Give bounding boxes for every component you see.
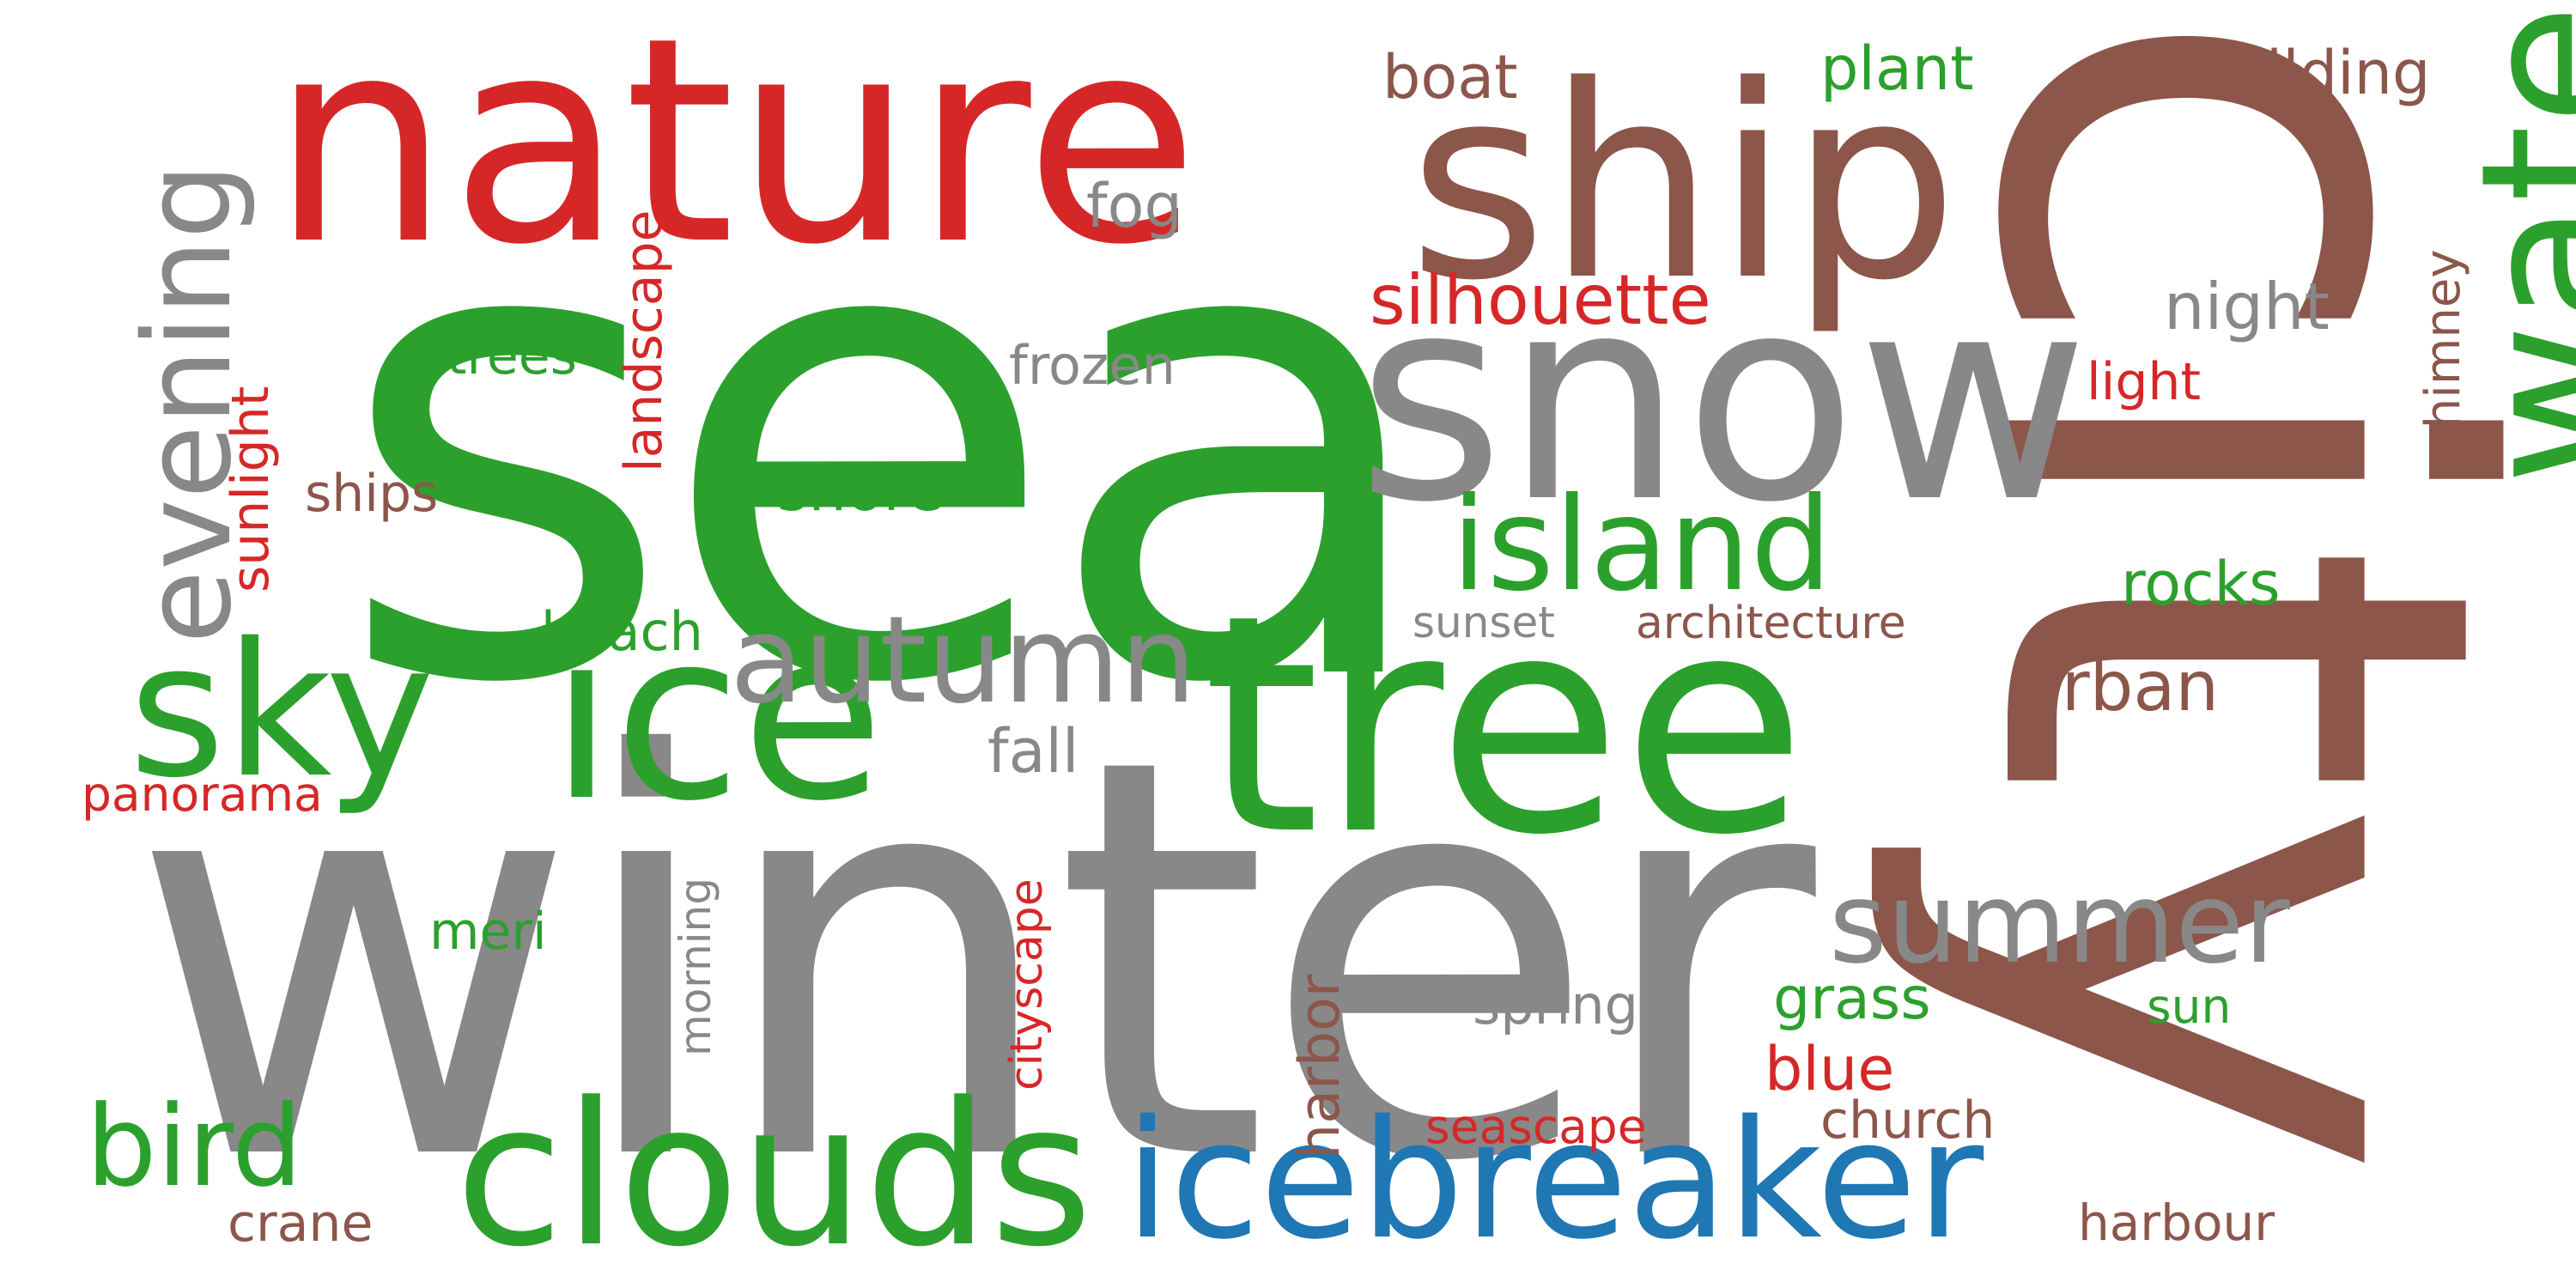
word-bird: bird	[86, 1081, 303, 1212]
word-snow: snow	[1357, 234, 2089, 564]
word-tree: tree	[1202, 550, 1807, 901]
word-meri: meri	[429, 902, 547, 962]
word-water: water	[2439, 0, 2576, 485]
word-church: church	[1820, 1091, 1996, 1151]
word-winter: winter	[129, 641, 1816, 1281]
word-building: building	[2190, 38, 2431, 108]
word-clouds: clouds	[455, 1061, 1093, 1288]
word-sun: sun	[2147, 979, 2232, 1034]
word-light: light	[2087, 352, 2201, 412]
word-trees: trees	[447, 326, 577, 386]
word-sunlight: sunlight	[221, 386, 281, 592]
word-nature: nature	[270, 0, 1200, 307]
word-rocks: rocks	[2121, 549, 2281, 619]
word-sky: sky	[129, 603, 435, 818]
word-ships: ships	[305, 464, 439, 524]
word-blue: blue	[1765, 1034, 1895, 1104]
word-night: night	[2164, 269, 2330, 344]
word-landscape: landscape	[614, 210, 674, 472]
word-chimney: chimney	[2415, 249, 2471, 455]
word-summer: summer	[1829, 858, 2290, 988]
word-island: island	[1451, 471, 1832, 620]
word-autumn: autumn	[730, 591, 1197, 731]
word-grass: grass	[1773, 965, 1931, 1033]
word-urban: urban	[2018, 647, 2220, 726]
word-icebreaker: icebreaker	[1125, 1085, 1984, 1275]
word-harbor: harbor	[1288, 974, 1352, 1159]
word-cityscape: cityscape	[1001, 878, 1053, 1091]
word-sea: sea	[335, 67, 1442, 826]
word-plant: plant	[1820, 33, 1974, 104]
word-fog: fog	[1086, 171, 1182, 241]
word-sunset: sunset	[1413, 598, 1555, 647]
word-silhouette: silhouette	[1370, 260, 1711, 340]
word-frozen: frozen	[1009, 334, 1176, 397]
word-spring: spring	[1473, 974, 1639, 1036]
word-architecture: architecture	[1636, 598, 1906, 649]
word-boat: boat	[1382, 42, 1518, 112]
word-morning: morning	[671, 878, 720, 1056]
word-panorama: panorama	[82, 767, 323, 822]
word-fall: fall	[987, 716, 1079, 787]
word-ship: ship	[1408, 29, 1959, 339]
word-crane: crane	[228, 1194, 374, 1254]
word-seascape: seascape	[1425, 1099, 1647, 1154]
word-beach: beach	[541, 600, 703, 663]
word-shore: shore	[777, 454, 944, 525]
word-harbour: harbour	[2078, 1194, 2275, 1252]
word-ice: ice	[550, 581, 884, 852]
